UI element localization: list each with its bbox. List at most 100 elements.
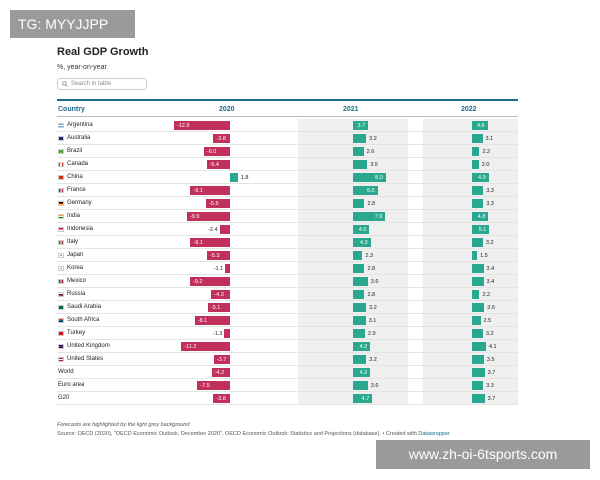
- bar-2020: -4.2: [211, 368, 230, 377]
- bar-2022: 3.7: [472, 394, 495, 403]
- japan-flag-icon: [58, 253, 64, 258]
- bar-2021: 3.2: [353, 134, 377, 143]
- bar-value-label: -5.1: [210, 304, 221, 311]
- bar-2021: 3.1: [353, 316, 376, 325]
- bar-value-label: 3.5: [370, 161, 378, 168]
- forecast-background-2022: [423, 119, 518, 405]
- bar-2021: 2.6: [353, 147, 374, 156]
- bar-value-label: -5.4: [209, 161, 219, 168]
- bar-value-label: -4.3: [214, 291, 224, 298]
- bar-2022: 3.2: [472, 238, 494, 247]
- country-name: World: [58, 369, 74, 375]
- bar-2020: -7.5: [197, 381, 230, 390]
- column-header-2020[interactable]: 2020: [219, 106, 235, 113]
- bar-value-label: -4.2: [214, 369, 225, 376]
- mexico-flag-icon: [58, 279, 64, 284]
- datawrapper-link[interactable]: Datawrapper: [418, 431, 450, 437]
- column-header-2021[interactable]: 2021: [343, 106, 359, 113]
- country-name: Mexico: [67, 278, 87, 284]
- france-flag-icon: [58, 188, 64, 193]
- bar-value-label: 3.2: [369, 135, 377, 142]
- country-name: Argentina: [67, 122, 93, 128]
- bar-value-label: 7.9: [374, 213, 383, 220]
- watermark: www.zh-oi-6tsports.com: [376, 440, 590, 469]
- korea-flag-icon: [58, 266, 64, 271]
- table-row: South Africa -8.1 3.1 2.5: [57, 314, 518, 327]
- bar-value-label: 1.5: [480, 252, 488, 259]
- bar-2021: 2.3: [353, 251, 373, 260]
- bar-value-label: -6.0: [206, 148, 217, 155]
- bar-2020: -9.9: [186, 212, 230, 221]
- bar-2020: -11.2: [181, 342, 230, 351]
- bar-value-label: 4.9: [478, 174, 486, 181]
- bar-value-label: -9.2: [192, 278, 203, 285]
- bar-2020: -1.1: [214, 264, 230, 273]
- bar-value-label: -11.2: [184, 343, 197, 350]
- bar-2021: 8.0: [353, 173, 386, 182]
- bar-2020: -4.3: [211, 290, 230, 299]
- bar-2020: -2.4: [208, 225, 230, 234]
- chart-subtitle: %, year-on-year: [57, 64, 107, 71]
- bar-2022: 3.6: [472, 303, 495, 312]
- bar-2022: 4.8: [472, 212, 489, 221]
- bar-2022: 2.5: [472, 316, 491, 325]
- bar-2021: 4.7: [353, 394, 373, 403]
- bar-2022: 4.9: [472, 173, 489, 182]
- bar-2022: 4.6: [472, 121, 488, 130]
- bar-value-label: 3.7: [487, 369, 496, 376]
- bar-2022: 5.1: [472, 225, 490, 234]
- bar-2020: -5.1: [207, 303, 230, 312]
- bar-value-label: 3.2: [485, 330, 494, 337]
- bar-2021: 3.2: [353, 303, 377, 312]
- bar-value-label: 2.9: [367, 330, 376, 337]
- canada-flag-icon: [58, 162, 64, 167]
- bar-value-label: 4.2: [359, 343, 368, 350]
- australia-flag-icon: [58, 136, 64, 141]
- bar-value-label: 5.1: [478, 226, 487, 233]
- bar-2021: 3.5: [353, 160, 378, 169]
- bar-value-label: -5.5: [209, 200, 219, 207]
- china-flag-icon: [58, 175, 64, 180]
- bar-value-label: 3.1: [368, 317, 377, 324]
- bar-2021: 7.9: [353, 212, 386, 221]
- table-row: Turkey -1.3 2.9 3.2: [57, 327, 518, 340]
- bar-value-label: 3.7: [487, 395, 496, 402]
- bar-value-label: 3.2: [485, 239, 494, 246]
- table-row: World -4.2 4.2 3.7: [57, 366, 518, 379]
- bar-value-label: 3.4: [486, 278, 495, 285]
- bar-value-label: 3.3: [486, 382, 494, 389]
- bar-2022: 3.4: [472, 277, 494, 286]
- bar-2022: 3.3: [472, 186, 494, 195]
- bar-value-label: 3.1: [485, 135, 494, 142]
- bar-value-label: 3.7: [357, 122, 366, 129]
- column-header-country[interactable]: Country: [58, 106, 85, 113]
- search-placeholder: Search in table: [71, 81, 112, 87]
- country-name: Indonesia: [67, 226, 94, 232]
- bar-value-label: 4.1: [488, 343, 497, 350]
- column-header-2022[interactable]: 2022: [461, 106, 477, 113]
- bar-2022: 3.7: [472, 368, 495, 377]
- bar-value-label: -3.7: [216, 356, 227, 363]
- search-input[interactable]: Search in table: [57, 78, 147, 90]
- bar-value-label: 3.6: [370, 278, 379, 285]
- bar-value-label: 3.4: [486, 265, 495, 272]
- bar-2020: -8.1: [194, 316, 230, 325]
- bar-value-label: 8.0: [375, 174, 383, 181]
- bar-2020: -3.8: [213, 134, 230, 143]
- bar-2020: -9.2: [189, 277, 230, 286]
- bar-2022: 2.0: [472, 160, 489, 169]
- bar-value-label: 2.6: [366, 148, 375, 155]
- tg-tag-label: TG: MYYJJPP: [10, 10, 135, 38]
- country-name: Germany: [67, 200, 92, 206]
- source-text: Source: OECD (2020), "OECD Economic Outl…: [57, 431, 419, 437]
- bar-2022: 2.2: [472, 290, 490, 299]
- table-row: Korea -1.1 2.8 3.4: [57, 262, 518, 275]
- search-icon: [62, 81, 68, 87]
- bar-2020: -12.9: [173, 121, 230, 130]
- country-name: G20: [58, 395, 70, 401]
- bar-value-label: -5.3: [209, 252, 220, 259]
- bar-2020: -9.1: [190, 238, 230, 247]
- bar-2021: 2.8: [353, 199, 375, 208]
- table-row: Canada -5.4 3.5 2.0: [57, 158, 518, 171]
- bar-2022: 3.2: [472, 329, 494, 338]
